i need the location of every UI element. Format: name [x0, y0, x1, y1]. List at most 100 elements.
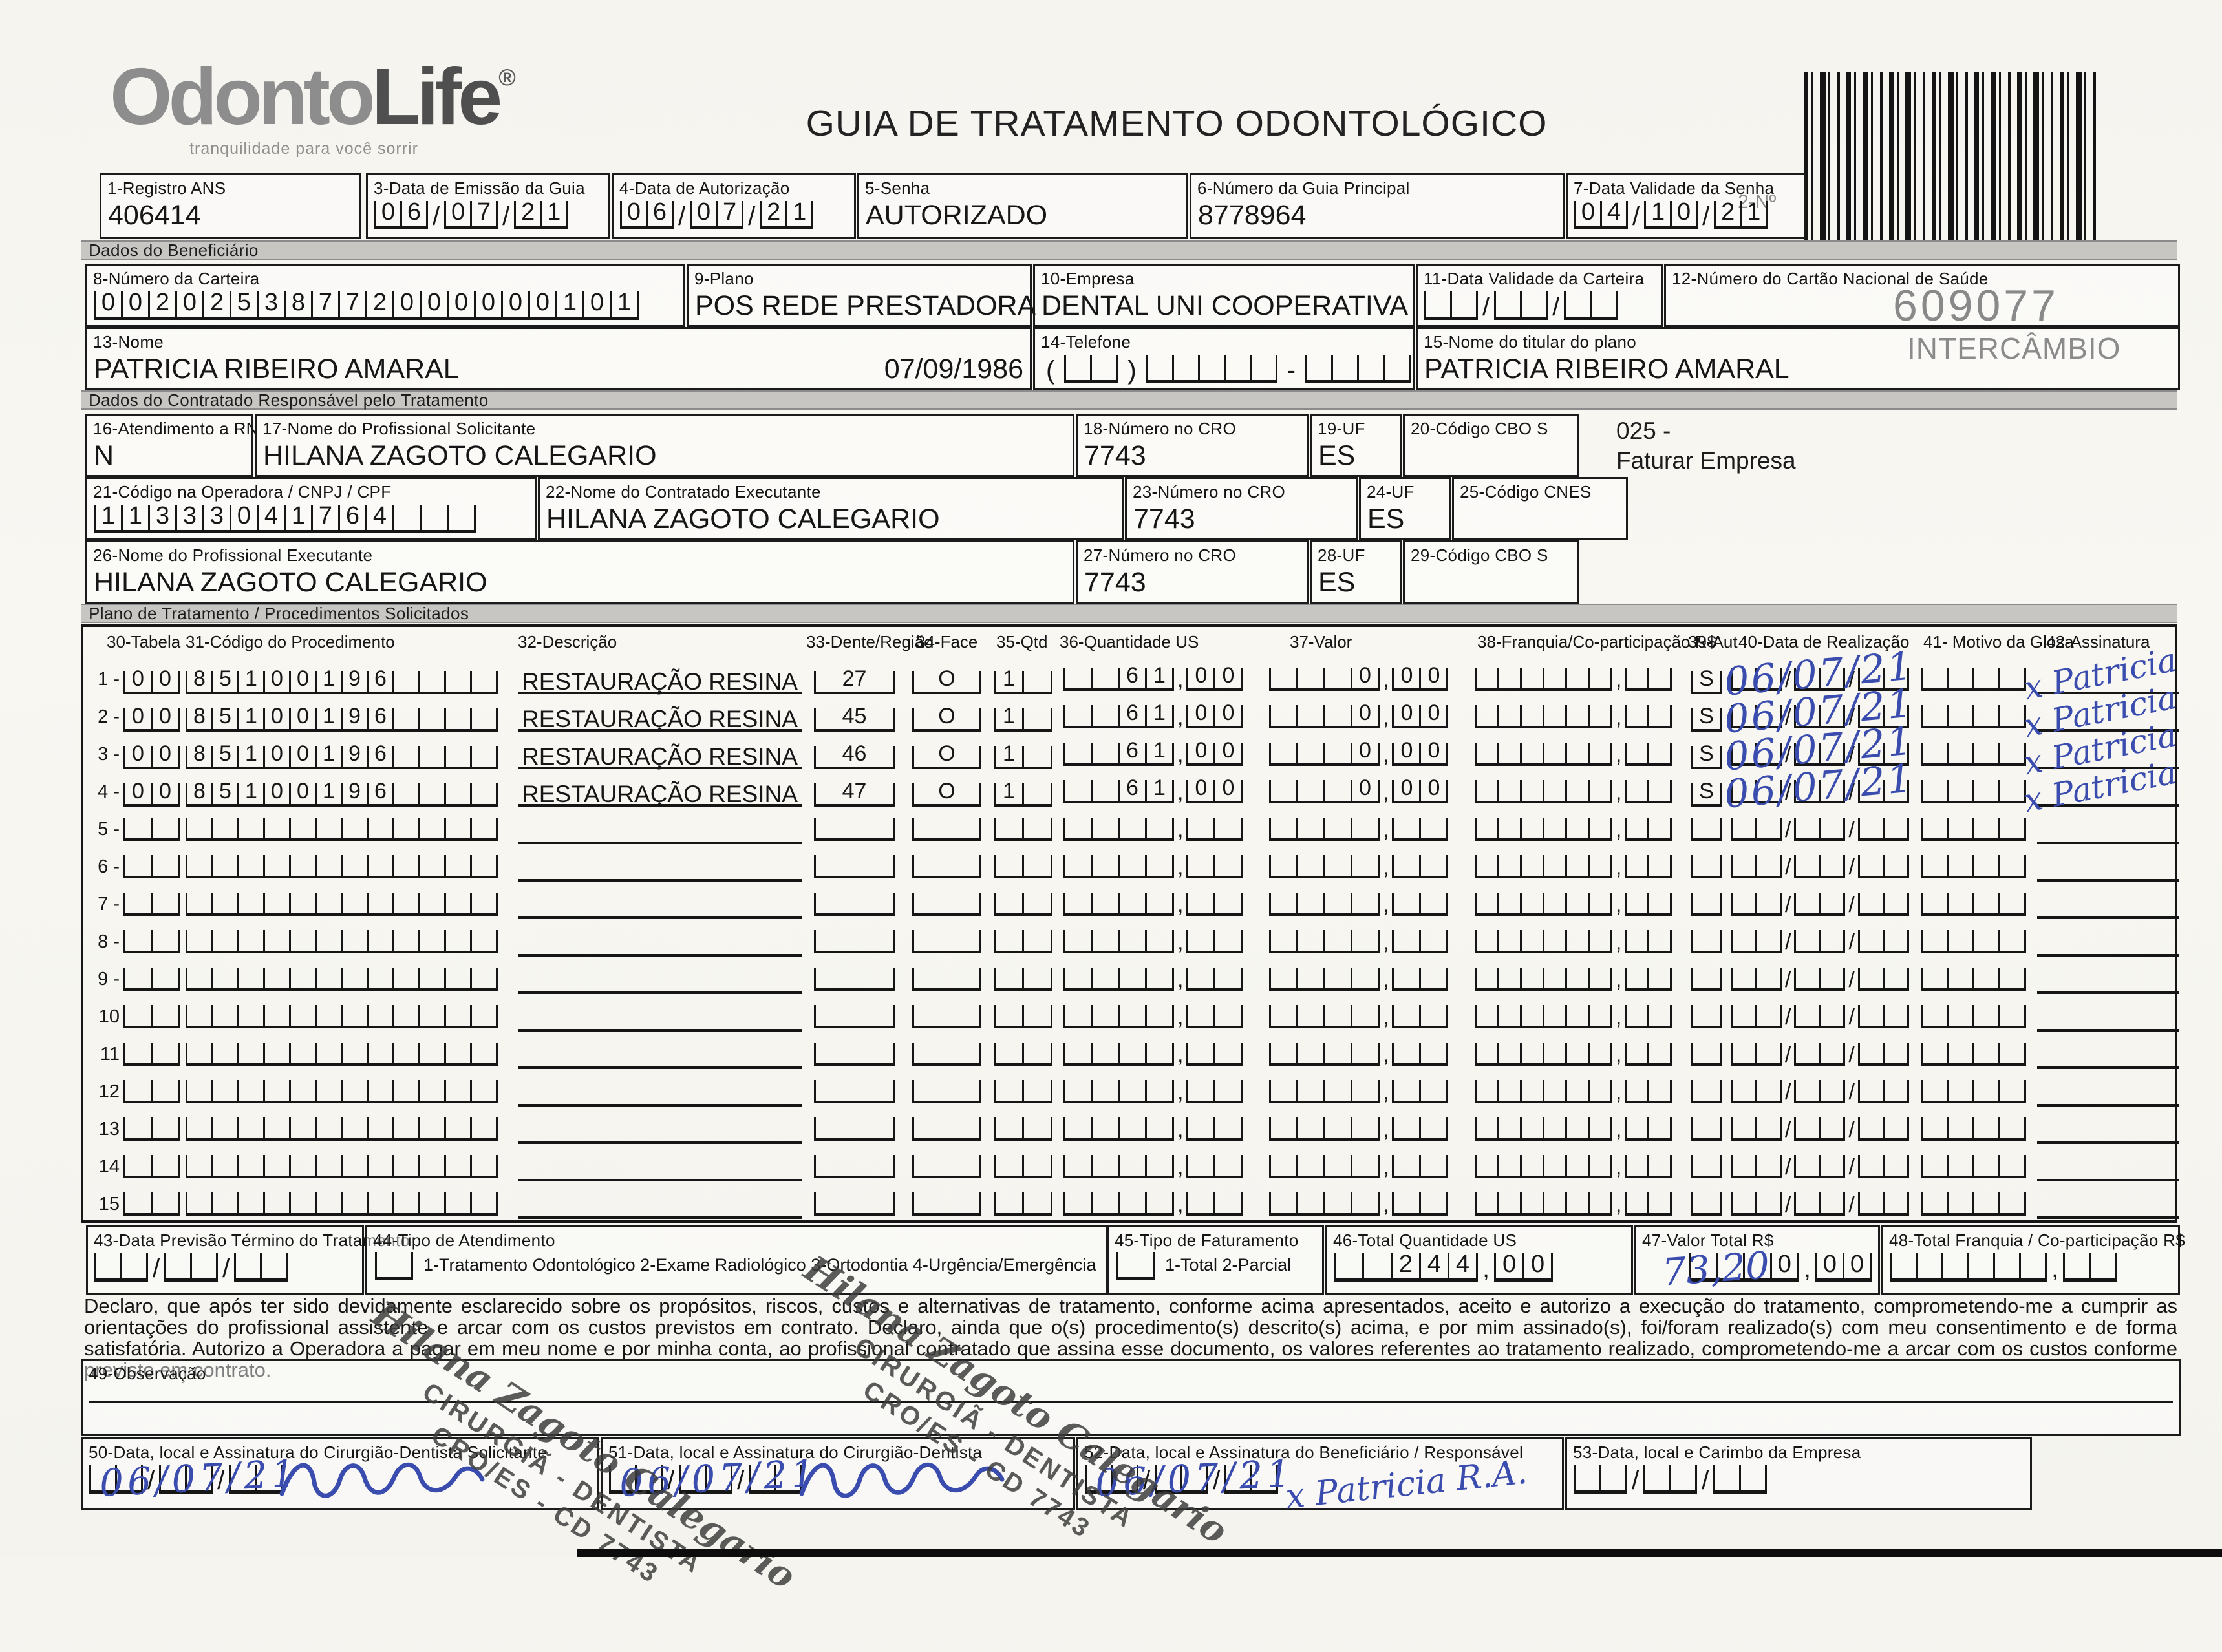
comb-cell [1755, 705, 1780, 728]
cell-aut [1691, 1043, 1722, 1069]
field-cro-solicitante: 18-Número no CRO 7743 [1076, 414, 1309, 477]
comb-cell [912, 968, 979, 991]
cell-tabela [123, 1005, 180, 1032]
comb-separator: / [1785, 1005, 1791, 1030]
comb-cell [1819, 818, 1844, 841]
guide-type-label: INTERCÂMBIO [1907, 332, 2121, 365]
comb-separator: / [1848, 818, 1855, 842]
comb-cell [289, 1043, 315, 1066]
comb-cell [1063, 1117, 1091, 1141]
comb-cell [185, 1465, 211, 1494]
comb-cell [1323, 855, 1351, 878]
comb-cell [186, 1043, 211, 1066]
comb-cell [260, 1253, 286, 1282]
comb-cell [1588, 818, 1610, 841]
comb-cell [186, 818, 211, 841]
comb-cell [1296, 1080, 1323, 1103]
comb-separator: , [1616, 893, 1622, 917]
comb-cell [1419, 1155, 1447, 1178]
comb-cell [1497, 1192, 1520, 1216]
comb-cell [1186, 1117, 1214, 1141]
comb-cell [1565, 968, 1588, 991]
comb-cell [1998, 855, 2024, 878]
comb-cell [1565, 818, 1588, 841]
comb-cell [1543, 1005, 1565, 1028]
comb-cell: 0 [620, 200, 646, 229]
comb-cell [1118, 1043, 1145, 1066]
comb-cell [1647, 968, 1671, 991]
cell-assin [2037, 668, 2179, 694]
comb-cell [1998, 1192, 2024, 1216]
cell-codigo [186, 968, 498, 994]
comb-cell [1392, 1005, 1420, 1028]
comb-separator: / [748, 202, 756, 231]
comb-cell [1947, 743, 1972, 766]
comb-cell [367, 1155, 392, 1178]
comb-cell [1731, 1043, 1755, 1066]
comb-cell: 0 [289, 705, 315, 732]
cell-qtd [994, 1117, 1052, 1144]
comb-cell [315, 1155, 341, 1178]
comb-cell [263, 930, 289, 953]
comb-cell [1731, 1117, 1755, 1141]
comb-cell: 5 [211, 705, 237, 732]
comb-cell [1520, 668, 1543, 691]
comb-cell [1063, 930, 1091, 953]
comb-cell [1296, 930, 1323, 953]
comb-cell: 0 [1815, 1252, 1843, 1282]
comb-cell [1857, 1043, 1883, 1066]
comb-cell [1543, 968, 1565, 991]
cell-codigo [186, 1117, 498, 1144]
comb-cell [1213, 1005, 1241, 1028]
comb-cell [470, 930, 496, 953]
comb-cell [1625, 855, 1648, 878]
cell-aut [1691, 968, 1722, 994]
cell-tabela [123, 1043, 180, 1069]
comb-cell [186, 1005, 211, 1028]
comb-cell [1091, 743, 1118, 766]
comb-cell [315, 1192, 341, 1216]
comb-cell [1972, 1117, 1998, 1141]
comb-cell [1063, 1155, 1091, 1178]
comb-cell [1180, 1465, 1207, 1494]
autorizacao-date-comb: 0 6/0 7/2 1 [620, 200, 814, 231]
comb-cell [151, 1005, 178, 1028]
comb-cell [237, 930, 263, 953]
comb-cell [1250, 1465, 1277, 1494]
comb-cell [1022, 968, 1051, 991]
comb-cell: 1 [1145, 777, 1172, 803]
comb-cell [1520, 1080, 1543, 1103]
comb-cell [1091, 968, 1118, 991]
comb-cell [1625, 1192, 1648, 1216]
comb-cell [1543, 1155, 1565, 1178]
comb-cell [1731, 893, 1755, 916]
comb-cell: 1 [315, 705, 341, 732]
cell-face: O [912, 743, 981, 769]
comb-cell: 0 [1392, 739, 1420, 766]
comb-cell [1475, 1043, 1497, 1066]
comb-cell [1921, 855, 1947, 878]
cell-data: / / [1731, 855, 1909, 882]
comb-cell [1213, 855, 1241, 878]
comb-cell [1063, 893, 1091, 916]
row-number: 11 [100, 1044, 120, 1064]
comb-cell [1998, 705, 2024, 728]
comb-cell [1475, 1080, 1497, 1103]
comb-separator: / [678, 202, 686, 231]
cell-data: / / [1731, 818, 1909, 844]
comb-cell [1794, 1192, 1819, 1216]
comb-separator: , [1177, 1117, 1184, 1142]
comb-cell [1475, 1005, 1497, 1028]
comb-separator: / [1848, 743, 1855, 767]
guide-number: 609077 [1893, 281, 2059, 330]
comb-cell [1419, 1005, 1447, 1028]
comb-cell [341, 855, 367, 878]
comb-cell: 0 [1186, 702, 1214, 728]
comb-cell [418, 671, 444, 694]
comb-cell [609, 1465, 635, 1494]
comb-cell [912, 818, 979, 841]
comb-cell [418, 746, 444, 769]
validade-carteira-comb: / / [1424, 291, 1618, 320]
